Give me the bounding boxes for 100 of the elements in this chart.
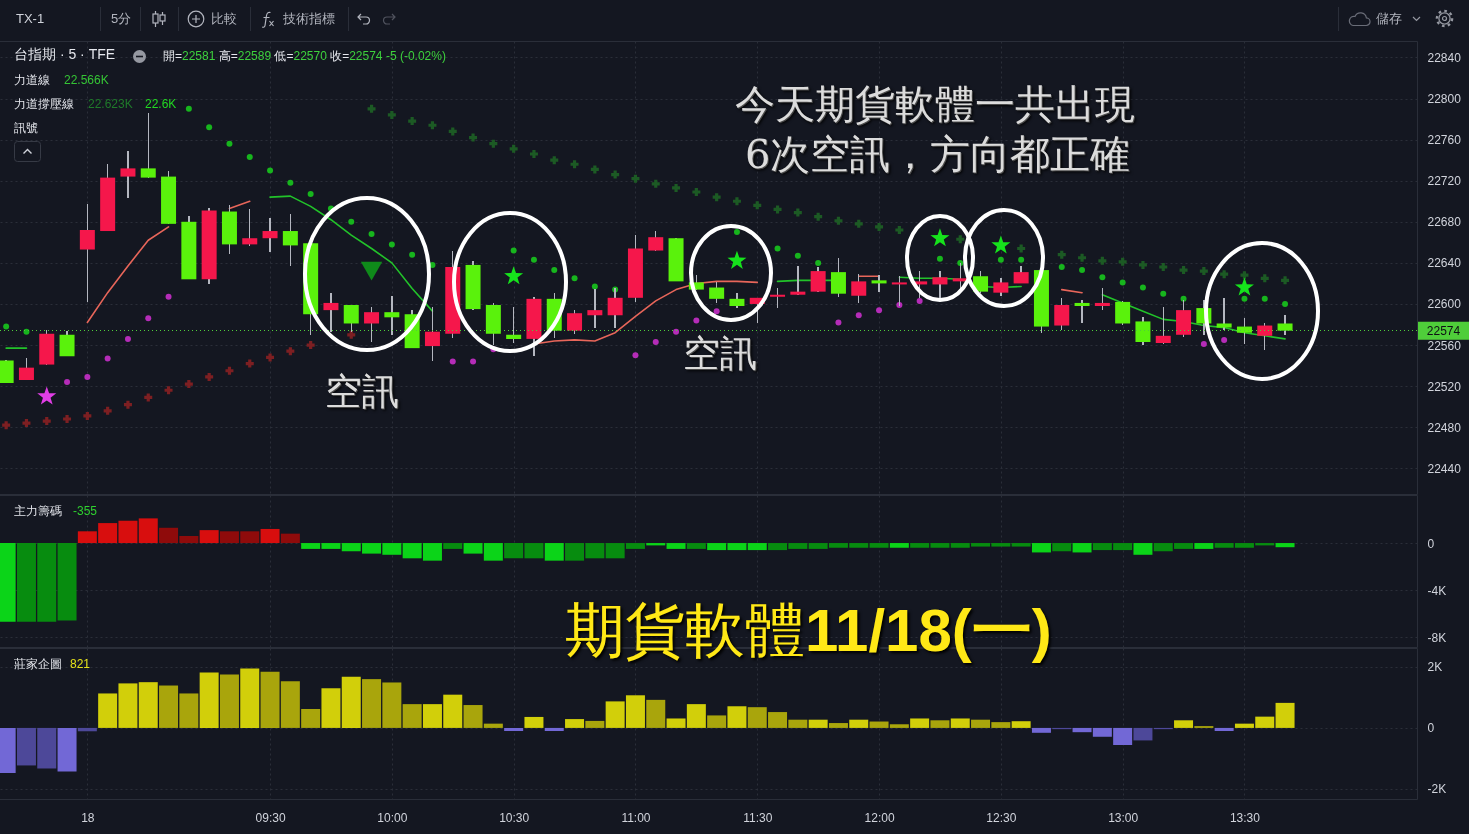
annotation: 22.566K bbox=[64, 73, 109, 88]
candlestick bbox=[262, 216, 278, 253]
point bbox=[64, 379, 71, 386]
point bbox=[360, 261, 383, 281]
point bbox=[916, 297, 923, 304]
point bbox=[504, 266, 524, 285]
point bbox=[1078, 253, 1087, 262]
point bbox=[63, 415, 72, 424]
annotation: 莊家企圖 bbox=[14, 657, 62, 672]
point bbox=[936, 255, 943, 262]
text: 比較 bbox=[211, 11, 237, 27]
bar bbox=[544, 727, 564, 731]
point bbox=[449, 358, 456, 365]
point bbox=[225, 366, 234, 375]
bar bbox=[1031, 727, 1051, 733]
point bbox=[930, 228, 950, 247]
point bbox=[1241, 295, 1248, 302]
candlestick bbox=[973, 270, 989, 294]
point bbox=[793, 208, 802, 217]
point bbox=[1099, 274, 1106, 281]
point bbox=[408, 117, 417, 126]
x-tick-label: 12:00 bbox=[864, 810, 895, 825]
point bbox=[733, 229, 740, 236]
candlestick bbox=[770, 286, 786, 309]
bar bbox=[1194, 543, 1214, 549]
candlestick bbox=[364, 306, 380, 343]
point bbox=[571, 275, 578, 282]
y-tick-label: 22600 bbox=[1427, 297, 1462, 312]
bar bbox=[524, 716, 544, 728]
point bbox=[529, 149, 538, 158]
bar bbox=[321, 688, 341, 728]
point bbox=[164, 386, 173, 395]
bar bbox=[666, 543, 686, 549]
x-tick-label: 18 bbox=[81, 810, 95, 825]
point bbox=[266, 353, 275, 362]
y-tick-label: 2K bbox=[1427, 660, 1443, 675]
candlestick bbox=[1074, 299, 1090, 325]
y-tick-label: 22440 bbox=[1427, 461, 1462, 476]
bar bbox=[930, 720, 950, 728]
point bbox=[1281, 276, 1290, 285]
point bbox=[835, 319, 842, 326]
y-tick-label: 22640 bbox=[1427, 256, 1462, 271]
bar bbox=[686, 543, 706, 549]
x-tick-label: 10:30 bbox=[499, 810, 530, 825]
bar bbox=[1011, 543, 1031, 547]
text: 技術指標 bbox=[283, 11, 335, 27]
y-tick-label: 22480 bbox=[1427, 420, 1462, 435]
point bbox=[206, 124, 213, 131]
point bbox=[245, 359, 254, 368]
x-tick-label: 11:30 bbox=[743, 810, 773, 825]
point bbox=[727, 250, 747, 269]
annotation: 空訊 bbox=[325, 370, 399, 413]
candlestick bbox=[871, 274, 887, 293]
point bbox=[1058, 263, 1065, 270]
candlestick bbox=[1257, 322, 1273, 351]
point bbox=[997, 256, 1004, 263]
point bbox=[753, 201, 762, 210]
point bbox=[22, 419, 31, 428]
bar bbox=[138, 682, 158, 728]
x-tick-label: 13:00 bbox=[1108, 810, 1139, 825]
candlestick bbox=[1135, 316, 1151, 346]
point bbox=[876, 307, 883, 314]
bar bbox=[1214, 727, 1234, 731]
point bbox=[510, 247, 517, 254]
point bbox=[145, 315, 152, 322]
y-tick-label: 22760 bbox=[1427, 133, 1462, 148]
bar bbox=[950, 718, 970, 728]
point bbox=[185, 105, 192, 112]
point bbox=[306, 341, 315, 350]
y-tick-label: -2K bbox=[1427, 782, 1447, 797]
point bbox=[1018, 256, 1025, 263]
annotation: 22.623K bbox=[88, 97, 133, 112]
point bbox=[348, 218, 355, 225]
point bbox=[773, 205, 782, 214]
bar bbox=[57, 727, 77, 772]
point bbox=[1260, 274, 1269, 283]
y-tick-label: -4K bbox=[1427, 583, 1447, 598]
point bbox=[1199, 267, 1208, 276]
point bbox=[1138, 260, 1147, 269]
bar bbox=[260, 528, 280, 544]
text: 5分 bbox=[111, 11, 132, 27]
y-tick-label: 22720 bbox=[1427, 174, 1462, 189]
ref-line-label: 22574 bbox=[1426, 323, 1461, 338]
point bbox=[1221, 336, 1228, 343]
bar bbox=[1031, 543, 1051, 553]
point bbox=[956, 235, 965, 244]
point bbox=[144, 393, 153, 402]
point bbox=[611, 170, 620, 179]
point bbox=[287, 179, 294, 186]
point bbox=[672, 183, 681, 192]
bar bbox=[544, 543, 564, 561]
x-tick-label: 12:30 bbox=[986, 810, 1017, 825]
bar bbox=[504, 727, 524, 731]
bar bbox=[219, 674, 239, 728]
point bbox=[509, 144, 518, 153]
bar bbox=[869, 543, 889, 548]
candlestick bbox=[648, 230, 664, 252]
point bbox=[774, 245, 781, 252]
annotation: 台指期 · 5 · TFE bbox=[14, 46, 116, 63]
bar bbox=[1133, 727, 1153, 741]
